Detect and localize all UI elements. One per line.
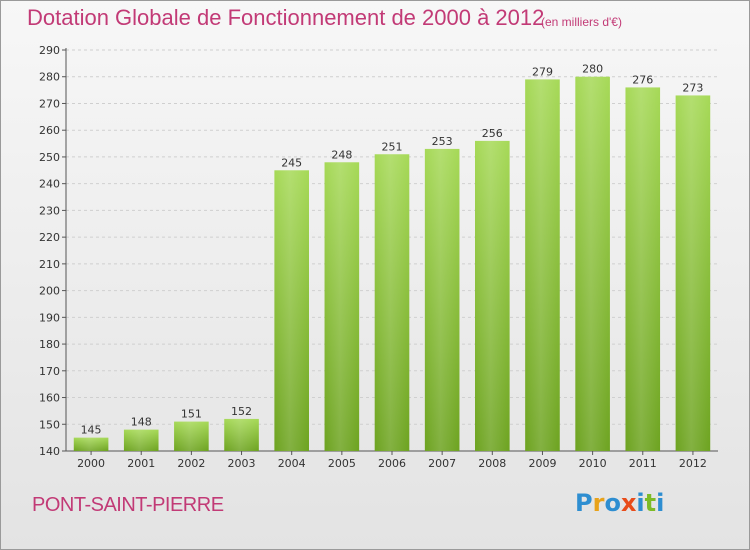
x-tick-label: 2003 <box>228 457 256 470</box>
y-tick-label: 240 <box>39 178 60 191</box>
bar-highlight <box>475 140 510 452</box>
data-label: 256 <box>482 127 503 140</box>
bar-highlight <box>525 79 560 451</box>
bar-highlight <box>424 148 460 451</box>
data-label: 276 <box>632 73 653 86</box>
bar-highlight <box>73 437 109 451</box>
logo-letter: x <box>620 489 637 517</box>
y-tick-label: 280 <box>39 71 60 84</box>
logo-letter: t <box>644 489 657 517</box>
bar-highlight <box>575 76 610 451</box>
bar-highlight <box>324 162 360 451</box>
y-tick-label: 160 <box>39 392 60 405</box>
y-tick-label: 270 <box>39 97 60 110</box>
y-tick-label: 150 <box>39 418 60 431</box>
y-tick-label: 230 <box>39 204 60 217</box>
x-tick-label: 2009 <box>528 457 556 470</box>
y-tick-label: 200 <box>39 285 60 298</box>
x-tick-label: 2001 <box>127 457 155 470</box>
logo-letter: i <box>656 489 665 517</box>
y-tick-label: 220 <box>39 231 60 244</box>
bar-highlight <box>625 87 661 451</box>
x-tick-label: 2004 <box>278 457 306 470</box>
bar-highlight <box>274 170 309 452</box>
logo-letter: P <box>575 489 593 517</box>
x-tick-label: 2005 <box>328 457 356 470</box>
data-label: 280 <box>582 63 603 76</box>
data-label: 279 <box>532 65 553 78</box>
data-label: 245 <box>281 156 302 169</box>
x-tick-label: 2002 <box>177 457 205 470</box>
data-label: 251 <box>382 140 403 153</box>
bar-highlight <box>675 95 711 452</box>
bar-highlight <box>123 429 159 451</box>
x-tick-label: 2010 <box>579 457 607 470</box>
y-tick-label: 260 <box>39 124 60 137</box>
x-tick-label: 2006 <box>378 457 406 470</box>
data-label: 145 <box>81 424 102 437</box>
data-label: 253 <box>432 135 453 148</box>
y-tick-label: 140 <box>39 445 60 458</box>
logo-letter: i <box>636 489 645 517</box>
x-tick-label: 2007 <box>428 457 456 470</box>
logo-letter: r <box>592 489 605 517</box>
data-label: 148 <box>131 416 152 429</box>
x-tick-label: 2011 <box>629 457 657 470</box>
x-tick-label: 2012 <box>679 457 707 470</box>
labels: 140 150 160 170 180 190 200 210 220 230 240 250 260 2… <box>39 44 707 470</box>
y-tick-label: 190 <box>39 311 60 324</box>
bar-highlight <box>374 154 410 451</box>
y-tick-label: 210 <box>39 258 60 271</box>
data-label: 151 <box>181 408 202 421</box>
data-label: 152 <box>231 405 252 418</box>
proxiti-logo: Proxiti <box>575 489 664 517</box>
y-tick-label: 290 <box>39 44 60 57</box>
bar-highlight <box>224 418 259 451</box>
x-tick-label: 2008 <box>478 457 506 470</box>
data-label: 273 <box>682 81 703 94</box>
bars <box>73 76 711 452</box>
unit-note: (en milliers d'€) <box>541 15 622 29</box>
place-name: PONT-SAINT-PIERRE <box>32 494 224 516</box>
y-tick-label: 180 <box>39 338 60 351</box>
y-tick-label: 250 <box>39 151 60 164</box>
bar-highlight <box>174 421 209 451</box>
data-label: 248 <box>331 148 352 161</box>
chart-title: Dotation Globale de Fonctionnement de 20… <box>27 5 545 30</box>
y-tick-label: 170 <box>39 365 60 378</box>
logo-letter: o <box>604 489 621 517</box>
x-tick-label: 2000 <box>77 457 105 470</box>
